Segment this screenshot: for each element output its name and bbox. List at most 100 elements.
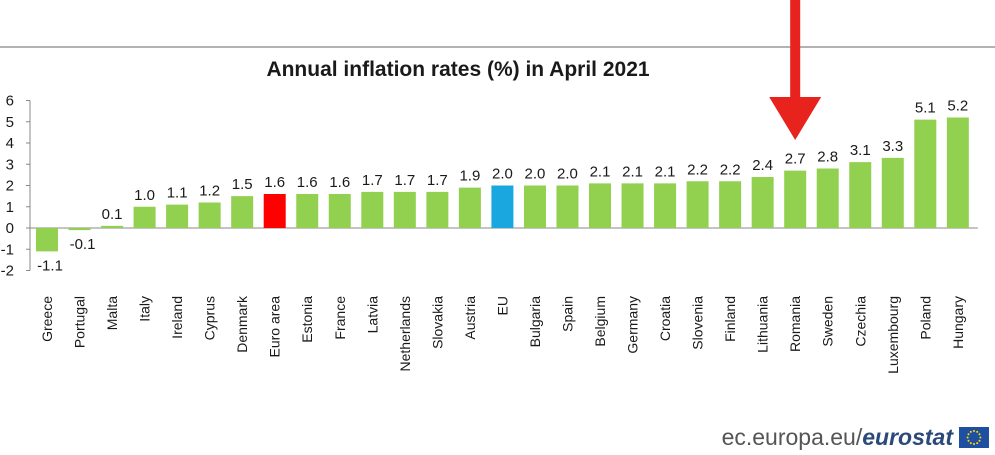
bar-denmark <box>231 196 254 228</box>
bar-ireland <box>166 204 189 228</box>
x-tick-label: Latvia <box>364 296 380 334</box>
y-tick-label: 2 <box>6 178 14 195</box>
data-label: 5.1 <box>915 100 936 117</box>
chart-title: Annual inflation rates (%) in April 2021 <box>266 58 649 81</box>
x-tick-label: Bulgaria <box>527 296 543 348</box>
data-label: 1.7 <box>362 172 383 189</box>
y-tick-label: 0 <box>6 220 14 237</box>
data-label: 1.0 <box>134 187 155 204</box>
data-label: 1.5 <box>232 176 253 193</box>
data-label: 1.7 <box>394 172 415 189</box>
x-tick-label: Italy <box>137 296 153 322</box>
eurostat-brand: eurostat <box>862 424 953 450</box>
bar-poland <box>914 119 937 228</box>
bars <box>36 117 969 252</box>
x-tick-label: Romania <box>787 296 803 352</box>
bar-slovakia <box>426 191 449 228</box>
data-label: 1.6 <box>297 174 318 191</box>
data-label: 2.8 <box>817 149 838 166</box>
arrow-shaft <box>790 0 801 99</box>
data-label: 1.6 <box>264 174 285 191</box>
y-tick-label: 1 <box>6 199 14 216</box>
y-tick-label: 6 <box>6 93 14 110</box>
bar-eu <box>491 185 514 228</box>
x-tick-label: France <box>332 296 348 340</box>
x-tick-label: Slovenia <box>690 296 706 350</box>
data-label: 1.1 <box>167 185 188 202</box>
x-tick-label: Greece <box>39 296 55 342</box>
data-label: 2.0 <box>557 166 578 183</box>
x-tick-label: Denmark <box>234 295 250 353</box>
bar-spain <box>556 185 579 228</box>
x-tick-label: Portugal <box>72 296 88 348</box>
x-tick-label: Ireland <box>169 296 185 339</box>
bar-euro-area <box>263 194 286 228</box>
data-label: 5.2 <box>947 98 968 115</box>
bar-luxembourg <box>881 157 904 228</box>
data-label: 3.1 <box>850 142 871 159</box>
data-label: 2.4 <box>752 157 773 174</box>
x-tick-label: Slovakia <box>429 296 445 349</box>
bar-lithuania <box>751 177 774 228</box>
bar-greece <box>36 228 58 252</box>
y-tick-label: -2 <box>1 263 14 280</box>
data-label: -0.1 <box>70 236 96 253</box>
bar-hungary <box>946 117 969 228</box>
data-labels: -1.1 -0.1 0.1 1.0 1.1 1.2 1.5 1.6 1.6 1.6 1.7 1.7 1.… <box>37 98 968 275</box>
footer-domain: ec.europa.eu/ <box>721 424 863 450</box>
data-label: 2.2 <box>687 161 708 178</box>
bar-netherlands <box>393 191 416 228</box>
bar-portugal <box>68 228 91 231</box>
y-tick-label: 4 <box>6 135 14 152</box>
bar-belgium <box>589 183 612 228</box>
data-label: 1.9 <box>459 168 480 185</box>
bar-germany <box>621 183 644 228</box>
eu-flag-stars <box>966 430 982 445</box>
x-tick-label: Malta <box>104 296 120 330</box>
arrow-head <box>769 97 822 140</box>
bar-estonia <box>296 194 319 228</box>
data-label: 1.6 <box>329 174 350 191</box>
eu-flag-icon <box>959 427 989 448</box>
data-label: 2.7 <box>785 151 806 168</box>
y-tick-label: 5 <box>6 114 14 131</box>
bar-sweden <box>816 168 839 228</box>
bar-austria <box>458 187 481 228</box>
data-label: 3.3 <box>882 138 903 155</box>
x-tick-label: Cyprus <box>202 296 218 340</box>
x-tick-label: Belgium <box>592 296 608 347</box>
x-tick-label: Austria <box>462 296 478 340</box>
x-tick-label: Poland <box>917 296 933 340</box>
x-tick-label: EU <box>494 296 510 315</box>
data-label: -1.1 <box>37 257 63 274</box>
bar-czechia <box>849 162 872 228</box>
bar-romania <box>784 170 807 228</box>
data-label: 2.1 <box>655 163 676 180</box>
data-label: 0.1 <box>102 206 123 223</box>
y-tick-label: -1 <box>1 241 14 258</box>
red-down-arrow-icon <box>769 0 822 140</box>
data-label: 2.1 <box>590 163 611 180</box>
x-tick-label: Croatia <box>657 296 673 341</box>
y-tick-label: 3 <box>6 156 14 173</box>
bar-italy <box>133 206 156 228</box>
bar-france <box>328 194 351 228</box>
data-label: 1.2 <box>199 183 220 200</box>
x-axis-labels: Greece Portugal Malta Italy Ireland Cyprus Den… <box>39 295 966 374</box>
x-tick-label: Czechia <box>852 296 868 347</box>
x-tick-label: Sweden <box>820 296 836 347</box>
data-label: 2.2 <box>720 161 741 178</box>
x-tick-label: Netherlands <box>397 296 413 372</box>
bar-croatia <box>654 183 677 228</box>
x-tick-label: Hungary <box>950 296 966 349</box>
x-tick-label: Estonia <box>299 296 315 343</box>
bar-malta <box>101 225 124 228</box>
x-tick-label: Euro area <box>267 296 283 358</box>
data-label: 2.1 <box>622 163 643 180</box>
bar-latvia <box>361 191 384 228</box>
data-label: 1.7 <box>427 172 448 189</box>
footer-source: ec.europa.eu/eurostat <box>722 424 953 451</box>
x-tick-label: Finland <box>722 296 738 342</box>
bar-slovenia <box>686 181 709 228</box>
